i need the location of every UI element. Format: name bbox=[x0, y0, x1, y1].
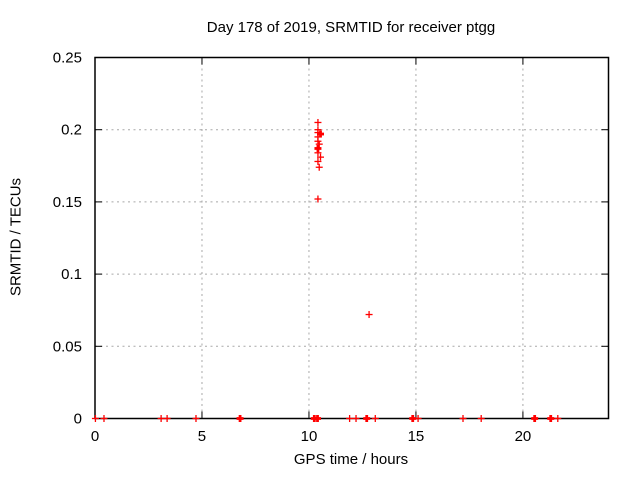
x-tick-label: 0 bbox=[91, 428, 99, 445]
plot-border bbox=[94, 56, 610, 420]
y-tick-label: 0.05 bbox=[53, 338, 82, 355]
x-axis-title: GPS time / hours bbox=[293, 451, 409, 468]
x-tick-label: 15 bbox=[408, 428, 425, 445]
y-tick-label: 0.2 bbox=[61, 122, 82, 139]
x-tick-label: 20 bbox=[515, 428, 532, 445]
x-tick-label: 5 bbox=[198, 428, 206, 445]
y-tick-label: 0.1 bbox=[61, 266, 82, 283]
chart-title: Day 178 of 2019, SRMTID for receiver ptg… bbox=[206, 19, 496, 36]
y-tick-label: 0.25 bbox=[53, 50, 82, 67]
x-tick-label: 10 bbox=[301, 428, 318, 445]
y-tick-label: 0 bbox=[74, 411, 82, 428]
y-tick-label: 0.15 bbox=[53, 194, 82, 211]
